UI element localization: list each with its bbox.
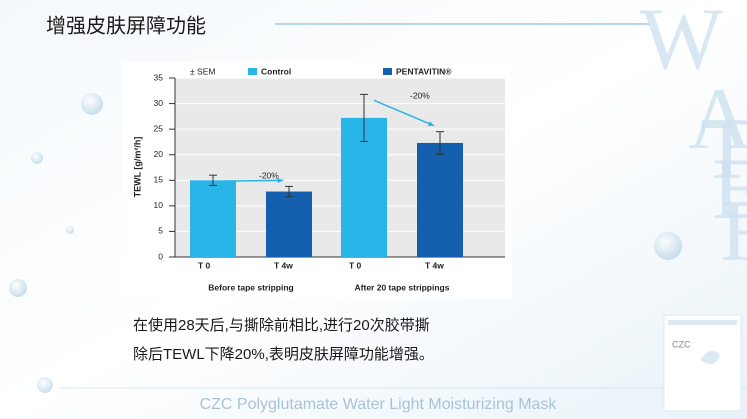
decor-letter: A xyxy=(688,71,747,168)
annotation: -20% xyxy=(259,171,279,181)
x-tick-label: T 4w xyxy=(425,260,444,270)
arrow-head xyxy=(428,121,434,127)
x-tick-label: T 0 xyxy=(349,260,362,270)
chart: 0 5 10 15 20 25 30 35 Control PENTAVITIN® Before t… xyxy=(154,66,505,292)
annotation: -20% xyxy=(410,91,430,101)
y-axis-label: TEWL [g/m²/h] xyxy=(132,137,142,198)
annotation-arrow xyxy=(373,99,435,127)
body-line: 除后TEWL下降20%,表明皮肤屏障功能增强。 xyxy=(133,345,434,363)
slide-title: 增强皮肤屏障功能 xyxy=(46,14,206,37)
bar xyxy=(417,142,463,257)
legend-label: Control xyxy=(261,66,291,76)
y-tick-label: 35 xyxy=(154,72,164,82)
decor-letter: E xyxy=(712,141,747,238)
decor-letter: R xyxy=(720,183,747,280)
body-line: 在使用28天后,与撕除前相比,进行20次胶带撕 xyxy=(133,317,430,334)
legend-swatch xyxy=(383,68,392,75)
y-tick-label: 5 xyxy=(158,226,163,236)
decor-letters: WATER xyxy=(640,0,747,280)
decor-letter: T xyxy=(700,101,747,198)
x-tick-label: T 0 xyxy=(198,260,211,270)
error-bar xyxy=(285,185,293,198)
decor-drops xyxy=(9,93,682,393)
error-bar xyxy=(436,131,444,155)
product-art xyxy=(700,351,720,364)
y-tick-label: 0 xyxy=(158,251,163,261)
y-tick-label: 25 xyxy=(154,123,164,133)
group-label: After 20 tape strippings xyxy=(355,282,450,292)
legend-label: PENTAVITIN® xyxy=(396,66,452,76)
bar xyxy=(266,191,312,257)
y-tick-label: 20 xyxy=(154,149,164,159)
error-bar xyxy=(209,174,217,186)
legend-note: ± SEM xyxy=(190,66,215,76)
footer: CZC Polyglutamate Water Light Moisturizi… xyxy=(200,396,558,413)
x-tick-label: T 4w xyxy=(274,260,293,270)
y-tick-label: 30 xyxy=(154,98,164,108)
annotation-arrow xyxy=(222,179,284,182)
product-label: CZC xyxy=(672,339,691,349)
error-bar xyxy=(360,93,368,142)
group-label: Before tape stripping xyxy=(208,282,293,292)
arrow-head xyxy=(277,177,283,184)
decor-letter: W xyxy=(640,0,723,88)
product-image: CZC xyxy=(663,314,742,412)
y-tick-label: 15 xyxy=(154,175,164,185)
y-tick-label: 10 xyxy=(154,200,164,210)
legend-swatch xyxy=(248,68,257,75)
bar xyxy=(190,180,236,257)
product-band xyxy=(668,320,737,325)
product-box xyxy=(663,314,742,412)
